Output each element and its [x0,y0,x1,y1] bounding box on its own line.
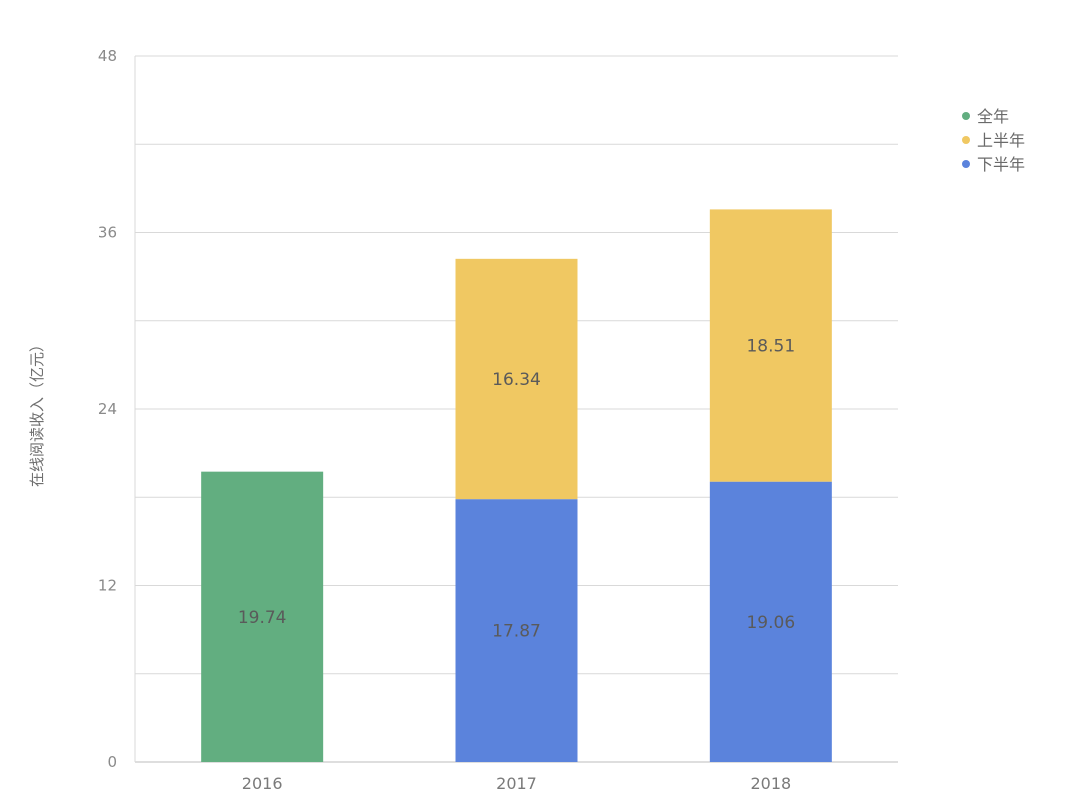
legend-item: 上半年 [962,131,1025,150]
y-tick-label: 48 [98,47,117,65]
data-label: 17.87 [492,622,541,642]
bar-2018-下半年 [709,481,832,762]
legend-item: 下半年 [962,155,1025,174]
legend-label: 下半年 [977,155,1025,174]
bar-2016-全年 [201,471,324,762]
x-tick-label: 2016 [242,774,283,793]
data-label: 18.51 [746,337,795,357]
legend-item: 全年 [962,107,1009,126]
legend-marker-icon [962,136,970,144]
axes: 0 12 24 36 48 在线阅读收入（亿元） 2016 2017 2018 [28,47,791,793]
data-label: 19.06 [746,613,795,633]
bar-2018-上半年 [709,209,832,482]
legend-label: 上半年 [977,131,1025,150]
legend-marker-icon [962,112,970,120]
bar-2017-上半年 [455,258,578,500]
y-tick-label: 24 [98,400,117,418]
bars [201,209,832,762]
data-labels: 19.74 17.87 16.34 19.06 18.51 [238,337,795,642]
y-tick-label: 0 [107,753,117,771]
data-label: 19.74 [238,608,287,628]
legend-label: 全年 [977,107,1009,126]
y-tick-label: 12 [98,577,117,595]
y-axis-label: 在线阅读收入（亿元） [28,337,46,487]
y-tick-label: 36 [98,224,117,242]
bar-2017-下半年 [455,499,578,762]
x-tick-label: 2017 [496,774,537,793]
legend-marker-icon [962,160,970,168]
x-tick-label: 2018 [750,774,791,793]
data-label: 16.34 [492,370,541,390]
